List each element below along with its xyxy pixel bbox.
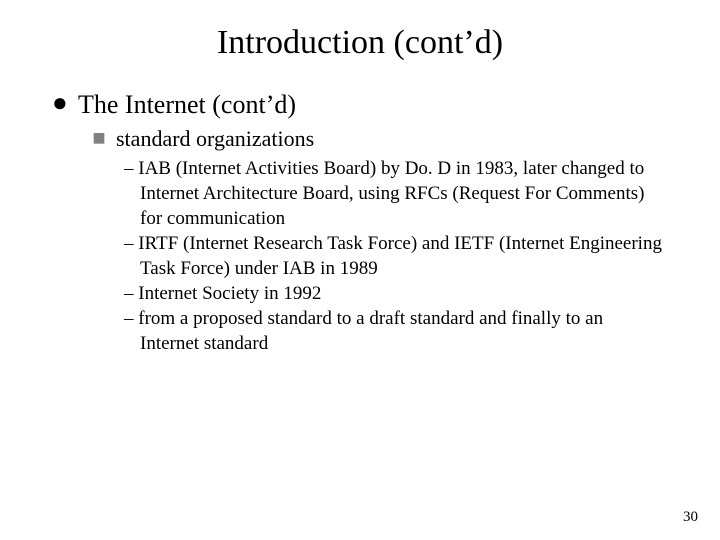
page-number: 30 (683, 509, 698, 526)
level1-text: The Internet (cont’d) (78, 90, 296, 120)
level3-item: – IRTF (Internet Research Task Force) an… (124, 231, 662, 281)
level2-text: standard organizations (116, 126, 314, 152)
slide: Introduction (cont’d) ● The Internet (co… (0, 0, 720, 540)
bullet-level2: ■ standard organizations (92, 126, 672, 152)
level3-item: – Internet Society in 1992 (124, 281, 662, 306)
bullet-level1: ● The Internet (cont’d) (52, 90, 672, 120)
level3-item: – from a proposed standard to a draft st… (124, 306, 662, 356)
square-bullet-icon: ■ (92, 126, 106, 150)
level3-item: – IAB (Internet Activities Board) by Do.… (124, 156, 662, 231)
slide-title: Introduction (cont’d) (48, 24, 672, 62)
circle-bullet-icon: ● (52, 90, 66, 116)
